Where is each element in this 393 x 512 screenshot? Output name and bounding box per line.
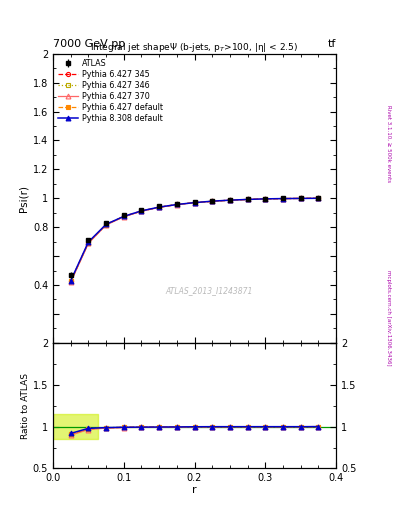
Pythia 8.308 default bbox=[86, 239, 91, 245]
Pythia 6.427 345 bbox=[245, 197, 250, 203]
Pythia 6.427 345 bbox=[210, 198, 215, 204]
Pythia 8.308 default bbox=[192, 200, 197, 206]
Pythia 6.427 370 bbox=[316, 195, 321, 201]
Text: mcplots.cern.ch [arXiv:1306.3436]: mcplots.cern.ch [arXiv:1306.3436] bbox=[386, 270, 391, 365]
Line: Pythia 6.427 default: Pythia 6.427 default bbox=[69, 196, 320, 283]
Line: Pythia 6.427 346: Pythia 6.427 346 bbox=[69, 196, 320, 283]
Pythia 6.427 346 bbox=[192, 200, 197, 206]
Pythia 8.308 default bbox=[210, 198, 215, 204]
Pythia 6.427 default bbox=[139, 208, 144, 214]
Pythia 6.427 default bbox=[174, 201, 179, 207]
Pythia 6.427 345 bbox=[139, 208, 144, 214]
Pythia 6.427 346 bbox=[86, 240, 91, 246]
Pythia 8.308 default bbox=[139, 208, 144, 214]
Pythia 6.427 345 bbox=[121, 214, 126, 220]
Pythia 8.308 default bbox=[263, 196, 268, 202]
Text: 7000 GeV pp: 7000 GeV pp bbox=[53, 38, 125, 49]
Pythia 8.308 default bbox=[68, 278, 73, 284]
Pythia 6.427 346 bbox=[263, 196, 268, 202]
Pythia 6.427 370 bbox=[210, 198, 215, 204]
Pythia 8.308 default bbox=[174, 201, 179, 207]
Pythia 8.308 default bbox=[281, 196, 285, 202]
Pythia 6.427 345 bbox=[263, 196, 268, 202]
Pythia 6.427 345 bbox=[68, 279, 73, 285]
Pythia 6.427 345 bbox=[228, 197, 232, 203]
Pythia 6.427 370 bbox=[139, 208, 144, 215]
Pythia 6.427 346 bbox=[139, 208, 144, 214]
Pythia 6.427 346 bbox=[228, 197, 232, 203]
Line: Pythia 8.308 default: Pythia 8.308 default bbox=[68, 196, 321, 283]
Pythia 6.427 370 bbox=[228, 197, 232, 203]
Pythia 6.427 345 bbox=[104, 222, 108, 228]
Pythia 6.427 default bbox=[157, 204, 162, 210]
X-axis label: r: r bbox=[192, 485, 197, 495]
Pythia 8.308 default bbox=[157, 204, 162, 210]
Pythia 6.427 370 bbox=[86, 240, 91, 246]
Pythia 6.427 345 bbox=[298, 196, 303, 202]
Pythia 6.427 370 bbox=[104, 222, 108, 228]
Pythia 6.427 346 bbox=[298, 196, 303, 202]
Text: Rivet 3.1.10, ≥ 500k events: Rivet 3.1.10, ≥ 500k events bbox=[386, 105, 391, 182]
Pythia 6.427 370 bbox=[192, 200, 197, 206]
Y-axis label: Ratio to ATLAS: Ratio to ATLAS bbox=[21, 373, 30, 439]
Pythia 6.427 370 bbox=[121, 214, 126, 220]
Pythia 6.427 370 bbox=[298, 196, 303, 202]
Pythia 6.427 default bbox=[281, 196, 285, 202]
Pythia 6.427 370 bbox=[68, 279, 73, 285]
Pythia 8.308 default bbox=[121, 214, 126, 220]
Line: Pythia 6.427 370: Pythia 6.427 370 bbox=[68, 196, 321, 285]
Pythia 8.308 default bbox=[298, 196, 303, 202]
Pythia 6.427 370 bbox=[245, 197, 250, 203]
Pythia 6.427 default bbox=[263, 196, 268, 202]
Pythia 6.427 345 bbox=[281, 196, 285, 202]
Pythia 6.427 345 bbox=[86, 240, 91, 246]
Line: Pythia 6.427 345: Pythia 6.427 345 bbox=[69, 196, 320, 284]
Pythia 6.427 345 bbox=[157, 204, 162, 210]
Pythia 6.427 default bbox=[245, 197, 250, 203]
Pythia 6.427 default bbox=[86, 240, 91, 246]
Title: Integral jet shapeΨ (b-jets, p$_{T}$>100, |η| < 2.5): Integral jet shapeΨ (b-jets, p$_{T}$>100… bbox=[90, 41, 299, 54]
Legend: ATLAS, Pythia 6.427 345, Pythia 6.427 346, Pythia 6.427 370, Pythia 6.427 defaul: ATLAS, Pythia 6.427 345, Pythia 6.427 34… bbox=[56, 57, 165, 124]
Pythia 8.308 default bbox=[228, 197, 232, 203]
Pythia 6.427 346 bbox=[104, 221, 108, 227]
Pythia 6.427 346 bbox=[281, 196, 285, 202]
Pythia 6.427 default bbox=[210, 198, 215, 204]
Pythia 8.308 default bbox=[104, 221, 108, 227]
Pythia 6.427 346 bbox=[68, 278, 73, 284]
Pythia 6.427 345 bbox=[316, 195, 321, 201]
Pythia 8.308 default bbox=[245, 197, 250, 203]
Pythia 6.427 345 bbox=[192, 200, 197, 206]
Pythia 6.427 346 bbox=[210, 198, 215, 204]
Pythia 6.427 default bbox=[121, 214, 126, 220]
Pythia 6.427 default bbox=[68, 279, 73, 285]
Pythia 6.427 345 bbox=[174, 201, 179, 207]
Pythia 6.427 346 bbox=[316, 195, 321, 201]
Pythia 6.427 346 bbox=[121, 214, 126, 220]
Pythia 6.427 346 bbox=[157, 204, 162, 210]
Pythia 6.427 default bbox=[228, 197, 232, 203]
Pythia 6.427 370 bbox=[157, 204, 162, 210]
Y-axis label: Psi(r): Psi(r) bbox=[18, 185, 29, 212]
Pythia 6.427 370 bbox=[281, 196, 285, 202]
Pythia 6.427 default bbox=[192, 200, 197, 206]
Pythia 6.427 370 bbox=[263, 196, 268, 202]
Pythia 6.427 346 bbox=[245, 197, 250, 203]
Pythia 6.427 346 bbox=[174, 201, 179, 207]
Text: tf: tf bbox=[328, 38, 336, 49]
Pythia 6.427 default bbox=[316, 195, 321, 201]
Pythia 8.308 default bbox=[316, 195, 321, 201]
Text: ATLAS_2013_I1243871: ATLAS_2013_I1243871 bbox=[165, 286, 252, 295]
Pythia 6.427 370 bbox=[174, 202, 179, 208]
Pythia 6.427 default bbox=[298, 196, 303, 202]
Pythia 6.427 default bbox=[104, 222, 108, 228]
